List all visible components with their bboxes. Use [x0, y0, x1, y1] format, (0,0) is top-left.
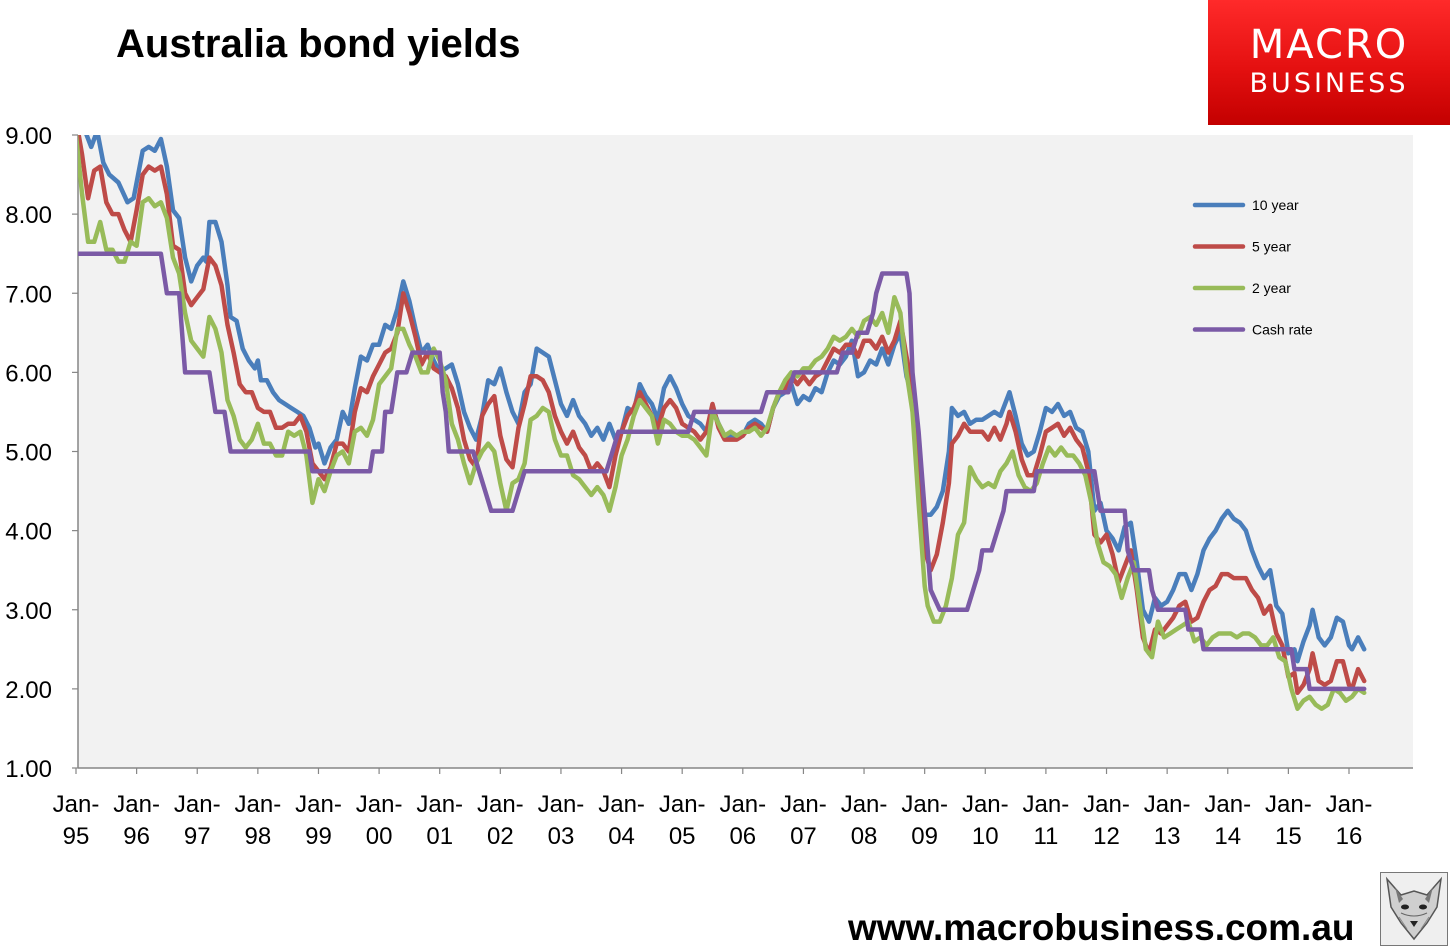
series-line-cash-rate — [78, 251, 1367, 692]
legend: 10 year 5 year 2 year Cash rate — [1192, 197, 1313, 338]
x-tick-label-month: Jan- — [295, 791, 342, 818]
x-tick-label-month: Jan- — [719, 791, 766, 818]
x-tick-label-year: 15 — [1275, 823, 1302, 850]
y-tick-label: 5.00 — [5, 440, 52, 467]
x-tick-label-year: 06 — [729, 823, 756, 850]
legend-label: 2 year — [1252, 280, 1291, 296]
x-tick-label-month: Jan- — [416, 791, 463, 818]
x-tick-label-year: 01 — [426, 823, 453, 850]
x-tick-label-year: 14 — [1214, 823, 1241, 850]
series-lines — [78, 135, 1367, 711]
y-tick-label: 3.00 — [5, 598, 52, 625]
y-tick-label: 2.00 — [5, 677, 52, 704]
legend-label: Cash rate — [1252, 322, 1313, 338]
x-tick-label-month: Jan- — [780, 791, 827, 818]
x-tick-label-year: 11 — [1033, 823, 1058, 850]
y-tick-label: 7.00 — [5, 281, 52, 308]
legend-label: 5 year — [1252, 239, 1291, 255]
chart-title: Australia bond yields — [116, 22, 521, 66]
logo-line-2: BUSINESS — [1249, 68, 1409, 99]
x-tick-label-month: Jan- — [962, 791, 1009, 818]
y-tick-label: 6.00 — [5, 360, 52, 387]
x-tick-label-month: Jan- — [53, 791, 100, 818]
x-tick-label-month: Jan- — [356, 791, 403, 818]
x-tick-label-month: Jan- — [174, 791, 221, 818]
x-tick-label-year: 12 — [1093, 823, 1120, 850]
x-tick-label-year: 97 — [184, 823, 211, 850]
y-tick-label: 1.00 — [5, 756, 52, 783]
x-tick-label-month: Jan- — [901, 791, 948, 818]
x-tick-label-year: 07 — [790, 823, 817, 850]
legend-label: 10 year — [1252, 197, 1299, 213]
x-tick-label-month: Jan- — [235, 791, 282, 818]
x-tick-label-year: 13 — [1154, 823, 1181, 850]
x-tick-label-month: Jan- — [1204, 791, 1251, 818]
x-tick-label-year: 95 — [63, 823, 90, 850]
x-tick-label-month: Jan- — [1144, 791, 1191, 818]
x-tick-label-month: Jan- — [113, 791, 160, 818]
x-tick-label-month: Jan- — [598, 791, 645, 818]
website-url: www.macrobusiness.com.au — [848, 907, 1355, 948]
x-tick-label-month: Jan- — [1023, 791, 1070, 818]
y-tick-label: 9.00 — [5, 123, 52, 150]
x-tick-label-year: 08 — [851, 823, 878, 850]
y-tick-label: 4.00 — [5, 519, 52, 546]
x-tick-label-year: 16 — [1336, 823, 1363, 850]
x-tick-label-year: 02 — [487, 823, 514, 850]
x-tick-label-month: Jan- — [1083, 791, 1130, 818]
x-tick-label-month: Jan- — [841, 791, 888, 818]
x-tick-label-year: 96 — [123, 823, 150, 850]
x-tick-label-year: 10 — [972, 823, 999, 850]
x-tick-label-year: 00 — [366, 823, 393, 850]
x-tick-label-year: 99 — [305, 823, 332, 850]
x-tick-label-month: Jan- — [477, 791, 524, 818]
x-tick-label-month: Jan- — [659, 791, 706, 818]
axes: 9.008.007.006.005.004.003.002.001.00Jan-… — [5, 123, 1413, 850]
logo-line-1: MACRO — [1249, 22, 1409, 68]
x-tick-label-year: 05 — [669, 823, 696, 850]
x-tick-label-month: Jan- — [1326, 791, 1373, 818]
x-tick-label-year: 03 — [548, 823, 575, 850]
x-tick-label-year: 04 — [608, 823, 635, 850]
series-line-2-year — [78, 135, 1367, 711]
wolf-logo-icon — [1380, 872, 1448, 946]
x-tick-label-month: Jan- — [538, 791, 585, 818]
x-tick-label-year: 98 — [245, 823, 272, 850]
macrobusiness-logo: MACRO BUSINESS — [1208, 0, 1450, 125]
x-tick-label-month: Jan- — [1265, 791, 1312, 818]
y-tick-label: 8.00 — [5, 202, 52, 229]
x-tick-label-year: 09 — [911, 823, 938, 850]
